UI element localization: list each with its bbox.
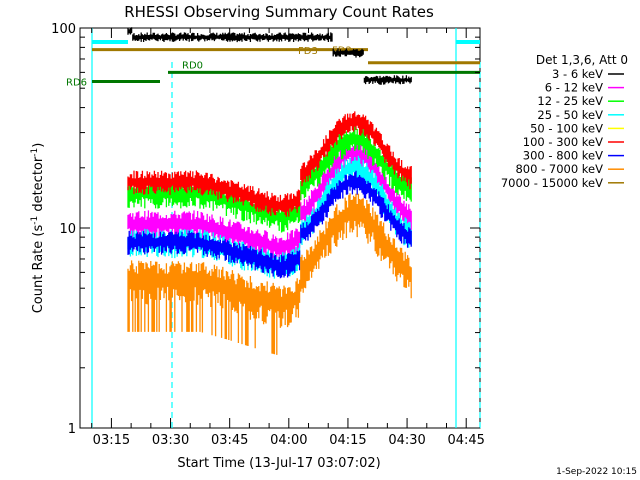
legend-label: 100 - 300 keV xyxy=(523,135,603,149)
x-tick-label: 03:45 xyxy=(211,433,248,448)
legend-label: 6 - 12 keV xyxy=(545,81,603,95)
legend-label: 3 - 6 keV xyxy=(552,67,603,81)
series-line xyxy=(127,125,412,233)
y-tick-label: 100 xyxy=(51,22,76,37)
series-line xyxy=(127,170,412,279)
series-line xyxy=(127,111,412,217)
x-tick-label: 04:00 xyxy=(270,433,307,448)
legend-label: 300 - 800 keV xyxy=(523,149,603,163)
x-tick-label: 03:30 xyxy=(152,433,189,448)
x-tick-label: 04:30 xyxy=(388,433,425,448)
legend-label: 800 - 7000 keV xyxy=(515,162,603,176)
legend-label: 7000 - 15000 keV xyxy=(501,176,603,190)
legend-label: 25 - 50 keV xyxy=(537,108,603,122)
x-tick-label: 04:15 xyxy=(329,433,366,448)
x-axis-label: Start Time (13-Jul-17 03:07:02) xyxy=(177,456,380,471)
x-tick-label: 03:15 xyxy=(93,433,130,448)
y-axis-label: Count Rate (s-1 detector-1) xyxy=(30,143,46,314)
y-tick-label: 10 xyxy=(59,222,76,237)
x-tick-label: 04:45 xyxy=(447,433,484,448)
y-tick-label: 1 xyxy=(68,422,76,437)
legend-title: Det 1,3,6, Att 0 xyxy=(536,53,628,67)
footer-date: 1-Sep-2022 10:15 xyxy=(556,467,637,477)
chart-title: RHESSI Observing Summary Count Rates xyxy=(124,3,434,21)
state-bar-label: FD3 xyxy=(298,46,318,57)
legend-label: 12 - 25 keV xyxy=(537,94,603,108)
legend-label: 50 - 100 keV xyxy=(530,121,603,135)
state-bar-label: RD0 xyxy=(182,60,203,71)
series-line xyxy=(127,139,412,262)
series-line xyxy=(127,193,412,355)
state-bar-label: RD6 xyxy=(66,78,87,89)
series-line xyxy=(127,27,412,85)
axis-ticks: 1 10 100 03:15 03:30 03:45 04:00 04:15 04:30 04:4… xyxy=(51,22,485,448)
